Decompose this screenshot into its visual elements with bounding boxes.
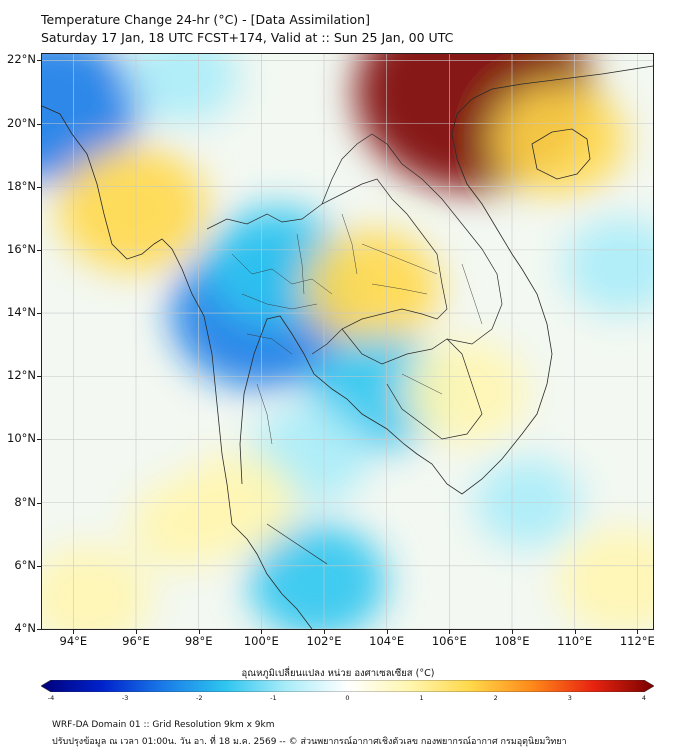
field-region-cooling-north-myanmar (127, 54, 239, 123)
lon-tick-label: 100°E (243, 634, 279, 648)
field-region-warming-northeast-thailand (302, 230, 440, 346)
country-borders (42, 65, 653, 629)
field-region-warming-sw-sea (42, 545, 151, 629)
coastline-gulf-inner (239, 65, 653, 495)
map-panel[interactable] (41, 53, 654, 630)
lat-tick-label: 10°N (7, 431, 36, 446)
lon-tick (73, 630, 75, 634)
graticule (42, 54, 653, 629)
lon-tick-label: 102°E (306, 634, 342, 648)
colorbar-ramp (41, 680, 654, 692)
lat-tick (37, 439, 41, 441)
lon-tick (261, 630, 263, 634)
field-region-warming-south-vietnam (403, 340, 527, 445)
lon-tick (386, 630, 388, 634)
field-region-warming-andaman (129, 479, 237, 570)
lon-tick-label: 94°E (59, 634, 88, 648)
footer-model-info: WRF-DA Domain 01 :: Grid Resolution 9km … (52, 720, 275, 730)
colorbar-tick-label: 1 (419, 694, 424, 702)
lat-tick-label: 16°N (7, 241, 36, 256)
footer-credit: ปรับปรุงข้อมูล ณ เวลา 01:00น. วัน อา. ที… (52, 737, 567, 747)
coastline-gulf-thailand (231, 523, 313, 629)
field-region-warming-myanmar-coast (57, 146, 209, 272)
lon-tick-label: 110°E (557, 634, 593, 648)
colorbar-tick-label: -2 (196, 694, 203, 702)
lat-tick (37, 376, 41, 378)
colorbar-tick-label: 0 (345, 694, 350, 702)
field-region-warming-se-corner (557, 527, 653, 629)
provincial-lines (231, 213, 483, 445)
map-subtitle: Saturday 17 Jan, 18 UTC FCST+174, Valid … (41, 30, 454, 45)
field-region-cooling-peninsula (249, 524, 387, 629)
lat-tick (37, 249, 41, 251)
lat-tick (37, 502, 41, 504)
lon-tick-label: 104°E (369, 634, 405, 648)
lat-tick-label: 8°N (14, 494, 36, 509)
lon-tick (136, 630, 137, 634)
temperature-change-map (42, 54, 653, 629)
colorbar-tick-label: -1 (270, 694, 277, 702)
lat-tick-label: 12°N (7, 368, 36, 383)
lat-tick-label: 14°N (7, 305, 36, 320)
lon-tick-label: 108°E (494, 634, 530, 648)
lon-tick-label: 96°E (122, 634, 150, 648)
lat-tick-label: 6°N (14, 557, 36, 572)
coastline-myanmar (42, 105, 233, 525)
lat-tick (37, 629, 41, 630)
lat-tick-label: 18°N (7, 178, 36, 193)
lon-tick (512, 630, 513, 634)
colorbar-title: อุณหภูมิเปลี่ยนแปลง หน่วย องศาเซลเซียส (… (241, 668, 435, 679)
border-malaysia (266, 523, 328, 565)
colorbar-tick-label: -3 (121, 694, 129, 702)
temperature-field (42, 54, 653, 629)
field-region-warming-hainan-coast (492, 83, 626, 195)
lon-tick (198, 630, 200, 634)
lat-tick-label: 22°N (7, 52, 36, 67)
colorbar-tick-label: 4 (641, 694, 647, 702)
border-thailand (206, 178, 448, 355)
border-laos (321, 133, 503, 345)
lon-tick (324, 630, 325, 634)
lat-tick (37, 313, 41, 315)
lat-tick (37, 123, 41, 125)
lon-tick-label: 106°E (431, 634, 467, 648)
colorbar-tick-label: 3 (567, 694, 572, 702)
lat-tick (37, 60, 41, 62)
lon-tick (449, 630, 451, 634)
colorbar (41, 680, 654, 692)
lon-tick (574, 630, 576, 634)
field-region-cooling-east-sea (564, 217, 653, 315)
coastline-hainan (531, 128, 591, 180)
lat-tick (37, 565, 41, 567)
lon-tick-label: 98°E (184, 634, 213, 648)
lat-tick-label: 20°N (7, 115, 36, 130)
border-cambodia (341, 328, 483, 440)
lon-tick (637, 630, 639, 634)
lat-tick-label: 4°N (14, 621, 36, 635)
colorbar-tick-label: -4 (47, 694, 55, 702)
map-title: Temperature Change 24-hr (°C) - [Data As… (41, 12, 370, 27)
colorbar-tick-label: 2 (493, 694, 498, 702)
lon-tick-label: 112°E (619, 634, 655, 648)
lat-tick (37, 186, 41, 188)
